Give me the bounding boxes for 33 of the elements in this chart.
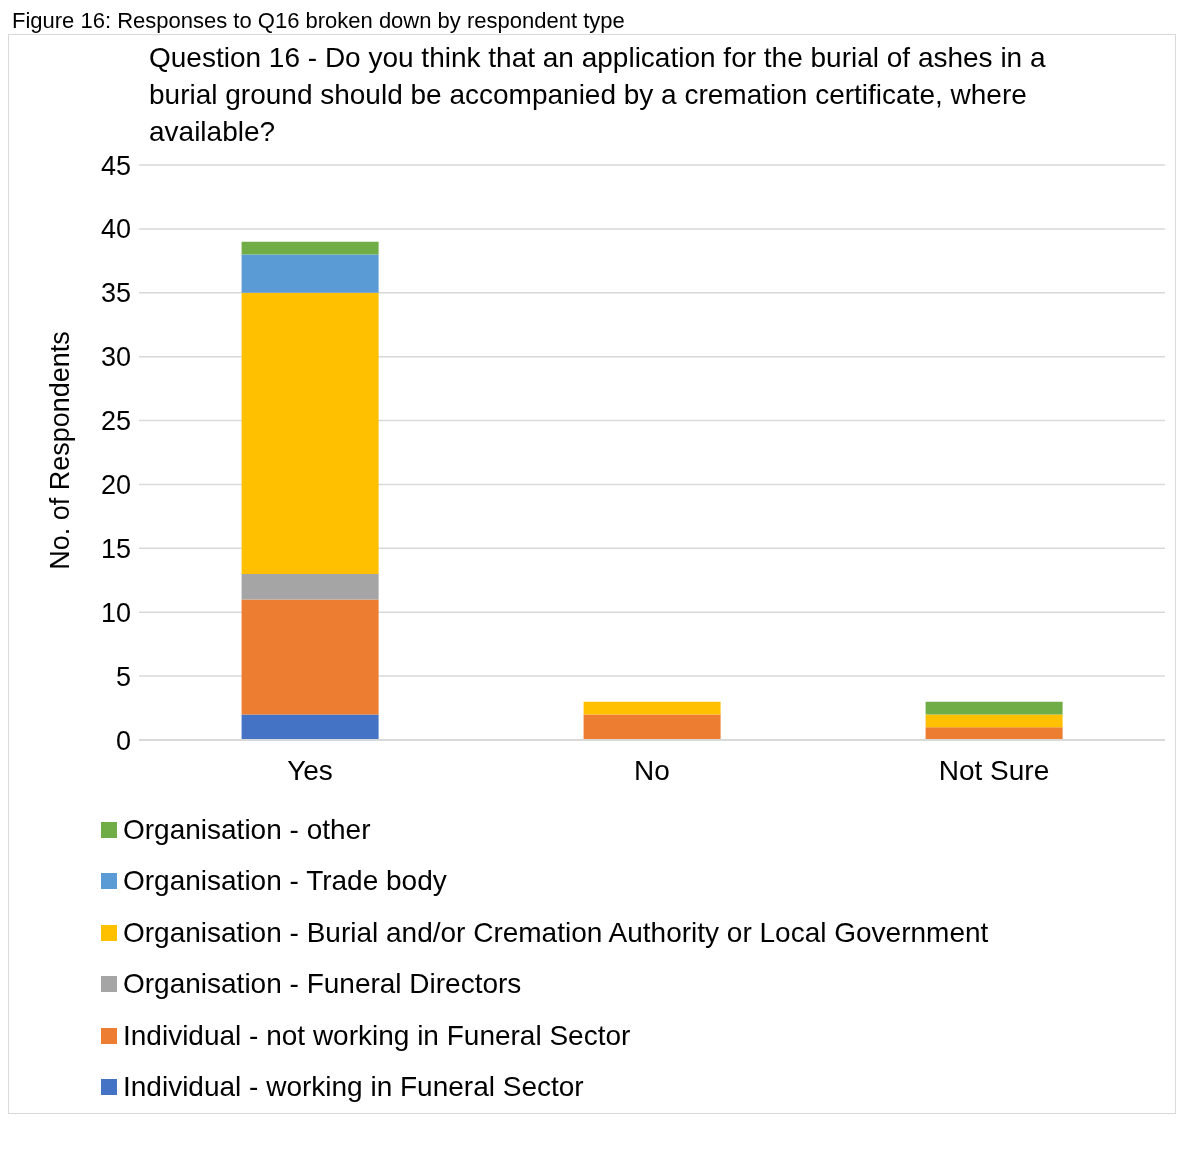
bar [241,254,379,293]
x-tick-label: Yes [287,754,333,786]
y-tick-label: 30 [100,342,131,373]
caption: Figure 16: Responses to Q16 broken down by respondent type [11,8,626,34]
y-tick-label: 10 [100,597,131,628]
y-tick-label: 25 [100,406,131,437]
legend-label: Individual - working in Funeral Sector [123,1071,584,1104]
y-axis-title: No. of Respondents [44,330,76,570]
y-tick-label: 20 [100,470,131,501]
legend-label: Organisation - Trade body [123,865,447,898]
y-tick-label: 35 [100,278,131,309]
x-tick-label: No [634,754,670,786]
legend-label: Individual - not working in Funeral Sector [123,1019,631,1052]
bar [925,701,1063,715]
y-tick-label: 0 [115,725,131,756]
legend-label: Organisation - other [123,813,371,846]
y-tick-label: 45 [100,150,131,181]
y-tick-label: 15 [100,533,131,564]
y-tick-label: 40 [100,214,131,245]
bar [241,599,379,715]
bar [583,701,721,715]
legend-label: Organisation - Funeral Directors [123,968,522,1001]
bar [925,714,1063,728]
bar [241,573,379,600]
bar [925,727,1063,740]
bar [241,292,379,574]
bar [583,714,721,740]
y-tick-label: 5 [115,661,131,692]
chart-title: Question 16 - Do you think that an application for the burial of ashes in a burial ground should be accompanied by a cremation certificate, where available? [148,41,1047,149]
bar [241,714,379,740]
bar [241,241,379,255]
legend-label: Organisation - Burial and/or Cremation Authority or Local Government [123,916,989,949]
x-tick-label: Not Sure [938,754,1050,786]
